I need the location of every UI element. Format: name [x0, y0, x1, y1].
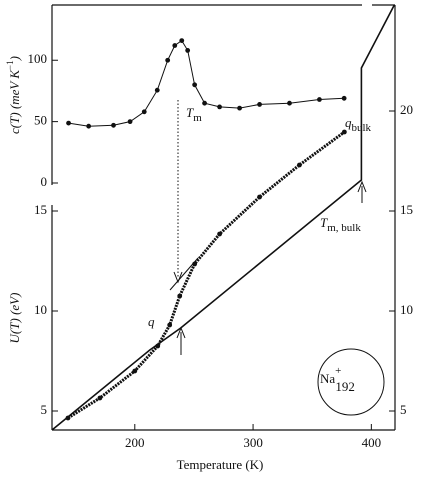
- y-tick-label: 10: [34, 302, 47, 317]
- data-point: [165, 57, 171, 63]
- data-point: [86, 123, 92, 129]
- y2-tick-label: 5: [400, 402, 407, 417]
- x-tick-label: 400: [362, 435, 382, 450]
- y-tick-label: 50: [34, 113, 47, 128]
- data-point: [217, 104, 222, 110]
- q-bulk-label: qbulk: [345, 115, 372, 134]
- x-tick-label: 200: [125, 435, 145, 450]
- data-point: [185, 48, 191, 53]
- y-tick-label: 15: [34, 202, 47, 217]
- data-point: [111, 122, 116, 128]
- data-point: [297, 162, 302, 168]
- y2-tick-label: 10: [400, 302, 413, 317]
- annotation-arrows: [169, 100, 385, 416]
- series-line: [51, 4, 396, 431]
- series-line: [68, 39, 345, 127]
- data-point: [127, 119, 133, 125]
- data-point: [287, 100, 292, 106]
- data-point: [141, 109, 147, 115]
- data-point: [179, 38, 185, 43]
- y-tick-label: 5: [41, 402, 48, 417]
- data-point: [257, 194, 262, 200]
- data-point: [167, 322, 173, 328]
- y2-tick-label: 20: [400, 102, 413, 117]
- q-label: q: [148, 314, 155, 329]
- tm-label: Tm: [186, 105, 202, 124]
- data-point: [154, 87, 160, 93]
- y2-tick-label: 15: [400, 202, 413, 217]
- data-point: [317, 97, 322, 102]
- frame: [51, 4, 396, 431]
- data-point: [341, 95, 347, 101]
- data-point: [172, 43, 178, 48]
- cluster-label: Na+ 192: [320, 365, 355, 394]
- tm-bulk-label: Tm, bulk: [320, 215, 361, 234]
- data-point: [192, 82, 198, 88]
- data-point: [177, 293, 183, 299]
- data-point: [66, 120, 71, 126]
- y-axis-title: U(T) (eV): [7, 293, 22, 344]
- x-axis-title: Temperature (K): [177, 457, 264, 472]
- y-tick-label: 100: [28, 51, 48, 66]
- data-point: [132, 368, 138, 374]
- data-point: [237, 105, 242, 111]
- data-point: [217, 231, 222, 237]
- data-point: [202, 100, 207, 106]
- data-point: [341, 129, 347, 135]
- data-point: [97, 395, 103, 401]
- x-tick-label: 300: [243, 435, 263, 450]
- y-axis-title: c(T) (meV K−1): [5, 56, 22, 134]
- data-point: [192, 261, 198, 267]
- data-point: [257, 102, 262, 107]
- y-tick-label: 0: [41, 174, 48, 189]
- series-line: [67, 130, 346, 420]
